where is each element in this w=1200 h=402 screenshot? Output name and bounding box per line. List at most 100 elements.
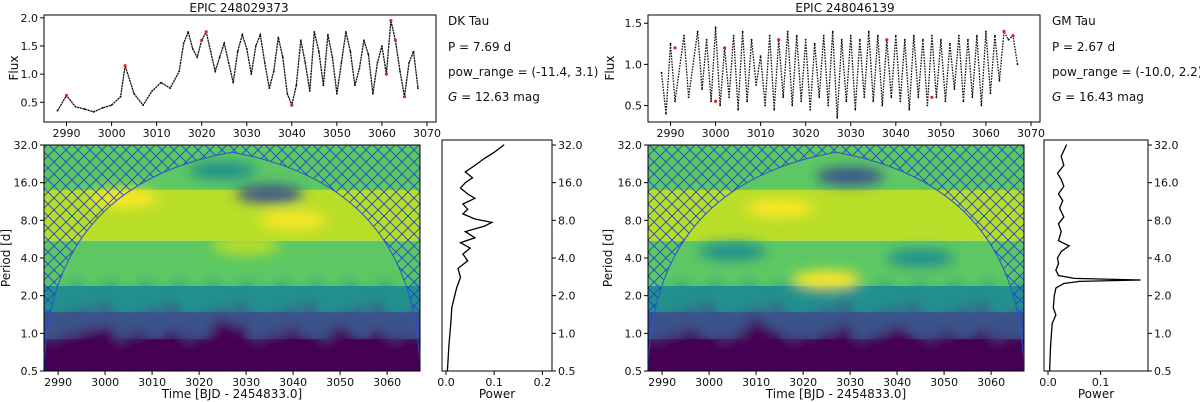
power-point [1053, 295, 1055, 297]
flux-highlight-point [204, 30, 208, 34]
right-lightcurve-panel: EPIC 248046139 Flux 2990 3000 3010 3020 3030… [603, 1, 1045, 140]
wavelet-low-period-blob [1008, 337, 1023, 371]
y-tick-label: 16.0 [1154, 177, 1179, 190]
flux-point [989, 92, 992, 95]
wavelet-feature-blob [188, 161, 257, 180]
power-point [1062, 200, 1064, 202]
flux-point [926, 104, 929, 107]
flux-point [881, 104, 884, 107]
wavelet-low-period-blob [97, 300, 110, 325]
wavelet-mid-period-blob [157, 288, 168, 309]
power-point [1063, 282, 1065, 285]
left-power-xlabel: Power [479, 387, 515, 401]
flux-point [227, 62, 230, 64]
power-point [462, 253, 464, 255]
left-wavelet-xlabel: Time [BJD - 2454833.0] [161, 387, 302, 401]
flux-point [169, 87, 172, 90]
x-tick-label: 0.0 [1039, 376, 1057, 389]
x-tick-label: 3040 [883, 376, 911, 389]
flux-point [931, 34, 933, 37]
flux-point [367, 53, 370, 56]
flux-point [800, 100, 803, 103]
wavelet-low-period-blob [666, 329, 681, 371]
flux-point [967, 38, 969, 41]
y-tick-label: 4.0 [1154, 252, 1172, 265]
flux-point [962, 100, 965, 103]
flux-point [83, 108, 86, 110]
flux-point [732, 34, 735, 37]
flux-point [949, 42, 951, 45]
flux-point [998, 79, 1001, 82]
flux-point [304, 62, 307, 64]
y-tick-label: 4.0 [625, 252, 643, 265]
right-wavelet-ylabel: Period [d] [601, 229, 615, 287]
wavelet-mid-period-blob [362, 288, 373, 309]
left-wavelet-panel: Period [d] Time [BJD - 2454833.0] 2990 30… [0, 139, 421, 401]
flux-point [953, 88, 956, 90]
wavelet-mid-period-blob [140, 280, 151, 301]
wavelet-low-period-blob [701, 300, 714, 325]
wavelet-low-period-blob [80, 305, 93, 330]
wavelet-low-period-blob [787, 316, 800, 341]
flux-point [705, 38, 708, 41]
x-tick-label: 3020 [185, 376, 213, 389]
wavelet-mid-period-blob [932, 288, 943, 309]
flux-point [899, 100, 902, 103]
x-tick-label: 3000 [91, 376, 119, 389]
flux-point [196, 56, 199, 59]
flux-point [372, 92, 374, 95]
right-lightcurve-title: EPIC 248046139 [795, 1, 894, 15]
flux-highlight-point [723, 46, 727, 50]
wavelet-feature-blob [883, 326, 912, 371]
wavelet-feature-blob [745, 199, 814, 218]
y-tick-label: 4.0 [21, 252, 39, 265]
power-point [1055, 314, 1057, 316]
x-tick-label: 3070 [1017, 127, 1045, 140]
wavelet-mid-period-blob [897, 288, 908, 309]
flux-point [773, 108, 776, 111]
wavelet-low-period-blob [974, 329, 989, 371]
wavelet-mid-period-blob [293, 288, 304, 309]
power-point [1063, 185, 1065, 187]
power-series-line [1048, 144, 1141, 372]
wavelet-mid-period-blob [1000, 288, 1011, 309]
flux-point [741, 30, 744, 33]
flux-point [912, 34, 915, 37]
wavelet-mid-period-blob [795, 288, 806, 309]
flux-point [218, 56, 221, 59]
power-point [1059, 207, 1061, 209]
wavelet-mid-period-blob [880, 280, 891, 301]
wavelet-low-period-blob [649, 337, 664, 371]
right-power-marks: 0.0 0.1 0.5 1.0 2.0 4.0 8.0 16.0 32.0 [1039, 139, 1178, 389]
flux-point [831, 30, 834, 33]
left-power-frame [441, 139, 553, 372]
right-lightcurve-marks: 2990 3000 3010 3020 3030 3040 3050 3060 3070 0.5 1… [625, 17, 1045, 140]
flux-point [940, 38, 942, 41]
wavelet-mid-period-blob [276, 280, 287, 301]
power-point [459, 187, 462, 189]
wavelet-low-period-blob [404, 337, 419, 371]
wavelet-low-period-blob [234, 300, 247, 325]
wavelet-low-period-blob [320, 316, 332, 341]
wavelet-low-period-blob [820, 329, 835, 371]
cone-of-influence-line [44, 151, 420, 371]
power-point [1052, 307, 1054, 309]
flux-point [399, 70, 401, 73]
flux-point [795, 34, 798, 37]
flux-point [263, 62, 266, 64]
flux-point [755, 84, 757, 86]
flux-point [223, 42, 226, 45]
y-tick-label: 16.0 [558, 177, 583, 190]
y-tick-label: 1.0 [625, 58, 643, 71]
left-star-mag-prefix: G [448, 90, 457, 104]
power-point [1055, 269, 1057, 271]
left-star-info: DK Tau P = 7.69 d pow_range = (-11.4, 3.… [448, 14, 598, 104]
power-point [493, 151, 495, 153]
flux-point [791, 104, 794, 107]
wavelet-low-period-blob [46, 316, 59, 341]
flux-point [133, 92, 136, 95]
y-tick-label: 0.5 [21, 96, 39, 109]
y-tick-label: 16.0 [618, 177, 643, 190]
flux-highlight-point [402, 95, 407, 99]
flux-point [412, 50, 415, 53]
